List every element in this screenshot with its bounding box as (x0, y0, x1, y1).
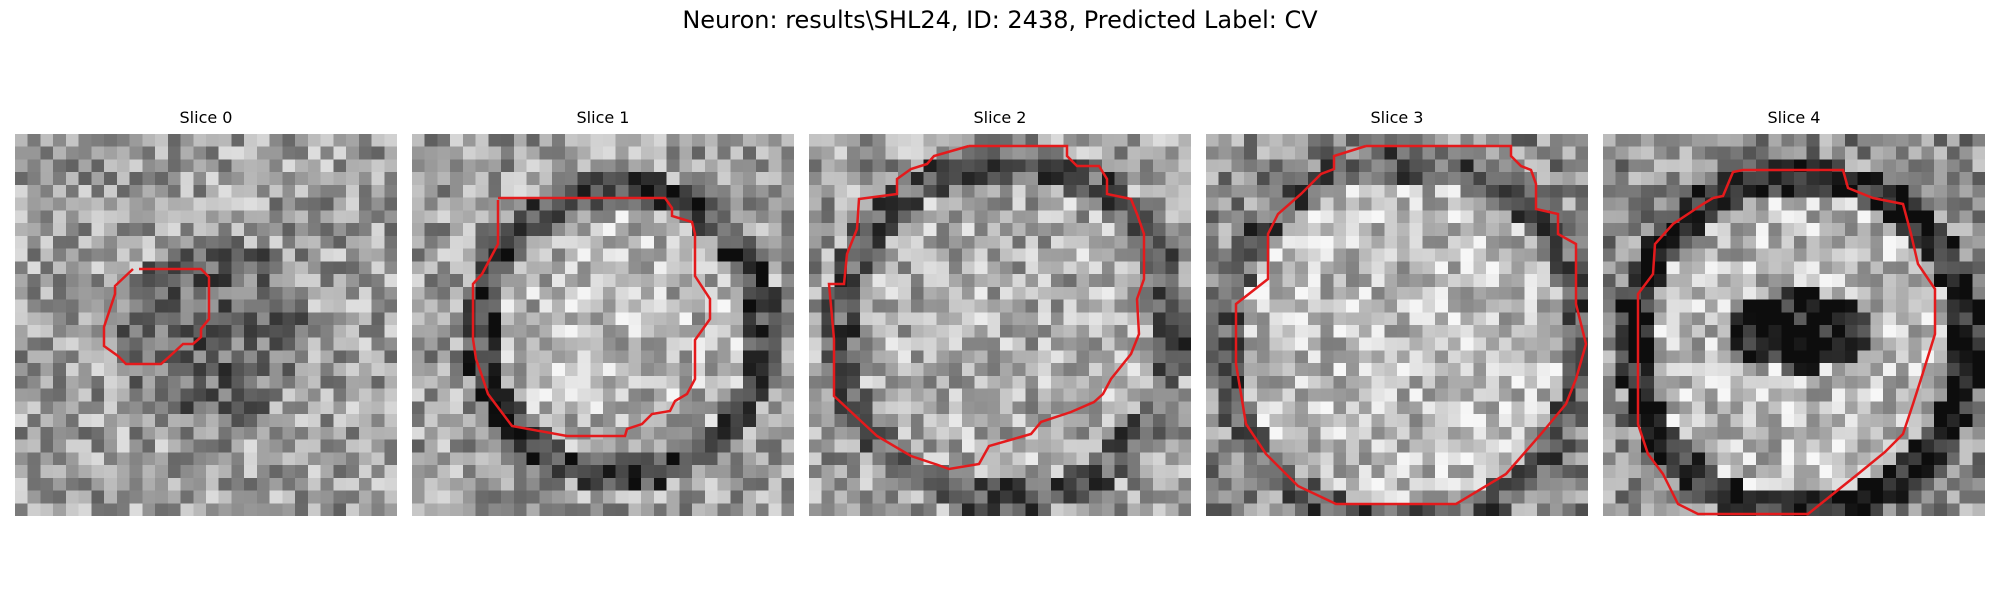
slice-panel-2: Slice 2 (809, 108, 1191, 516)
roi-contour (102, 267, 211, 366)
slice-panel-4: Slice 4 (1603, 108, 1985, 516)
slice-panel-3: Slice 3 (1206, 108, 1588, 516)
slice-image (1603, 134, 1985, 516)
roi-contour (1636, 168, 1937, 516)
slice-title: Slice 4 (1767, 108, 1821, 127)
slice-title: Slice 3 (1370, 108, 1424, 127)
slice-title: Slice 2 (973, 108, 1027, 127)
figure-title: Neuron: results\SHL24, ID: 2438, Predict… (682, 6, 1318, 34)
slice-panel-0: Slice 0 (15, 108, 397, 516)
slice-title: Slice 1 (576, 108, 630, 127)
roi-contour (1234, 144, 1588, 506)
slice-panel-1: Slice 1 (412, 108, 794, 516)
slice-image (15, 134, 397, 516)
slice-title: Slice 0 (179, 108, 233, 127)
roi-contour (827, 144, 1146, 471)
roi-contour (471, 196, 712, 438)
